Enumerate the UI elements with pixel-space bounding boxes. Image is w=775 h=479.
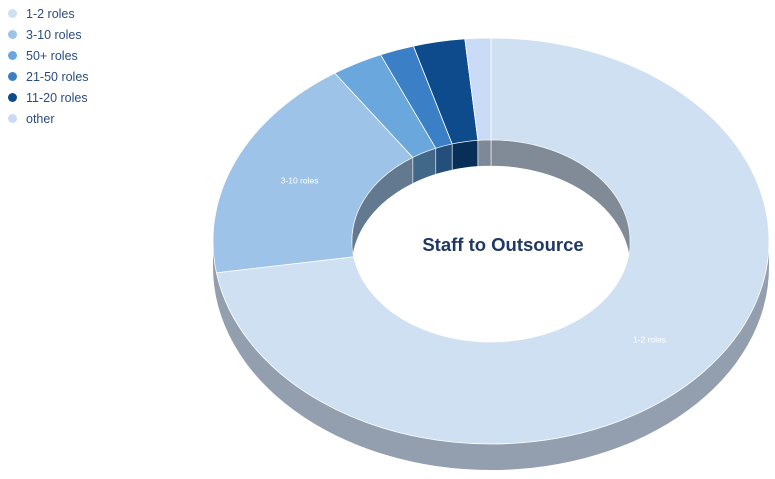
inner-wall-21-50-roles xyxy=(435,143,453,175)
legend-item-11-20-roles[interactable]: 11-20 roles xyxy=(8,87,89,108)
legend-item-1-2-roles[interactable]: 1-2 roles xyxy=(8,3,89,24)
legend-item-3-10-roles[interactable]: 3-10 roles xyxy=(8,24,89,45)
legend-item-50-plus-roles[interactable]: 50+ roles xyxy=(8,45,89,66)
data-label-3-10-roles: 3-10 roles xyxy=(281,176,319,186)
legend-item-other[interactable]: other xyxy=(8,108,89,129)
chart-title: Staff to Outsource xyxy=(422,234,583,255)
legend-label-21-50-roles: 21-50 roles xyxy=(26,69,89,84)
legend-swatch-21-50-roles xyxy=(8,72,17,81)
donut-hole-floor xyxy=(352,166,630,342)
legend-swatch-50-plus-roles xyxy=(8,51,17,60)
legend-swatch-11-20-roles xyxy=(8,93,17,102)
data-label-1-2-roles: 1-2 roles xyxy=(633,335,666,345)
donut-inner-wall xyxy=(352,140,630,342)
donut-label-layer: 1-2 roles 3-10 roles xyxy=(281,176,666,345)
legend-label-1-2-roles: 1-2 roles xyxy=(26,6,75,21)
legend-label-other: other xyxy=(26,111,55,126)
legend-swatch-3-10-roles xyxy=(8,30,17,39)
legend-label-50-plus-roles: 50+ roles xyxy=(26,48,78,63)
legend-item-21-50-roles[interactable]: 21-50 roles xyxy=(8,66,89,87)
legend-label-11-20-roles: 11-20 roles xyxy=(26,90,88,105)
legend-label-3-10-roles: 3-10 roles xyxy=(26,27,82,42)
chart-legend: 1-2 roles 3-10 roles 50+ roles 21-50 roles 1… xyxy=(8,3,89,129)
legend-swatch-other xyxy=(8,114,17,123)
donut-inner-wall-layer xyxy=(352,140,630,342)
inner-wall-11-20-roles xyxy=(451,140,479,171)
inner-wall-other xyxy=(477,140,492,167)
legend-swatch-1-2-roles xyxy=(8,9,17,18)
